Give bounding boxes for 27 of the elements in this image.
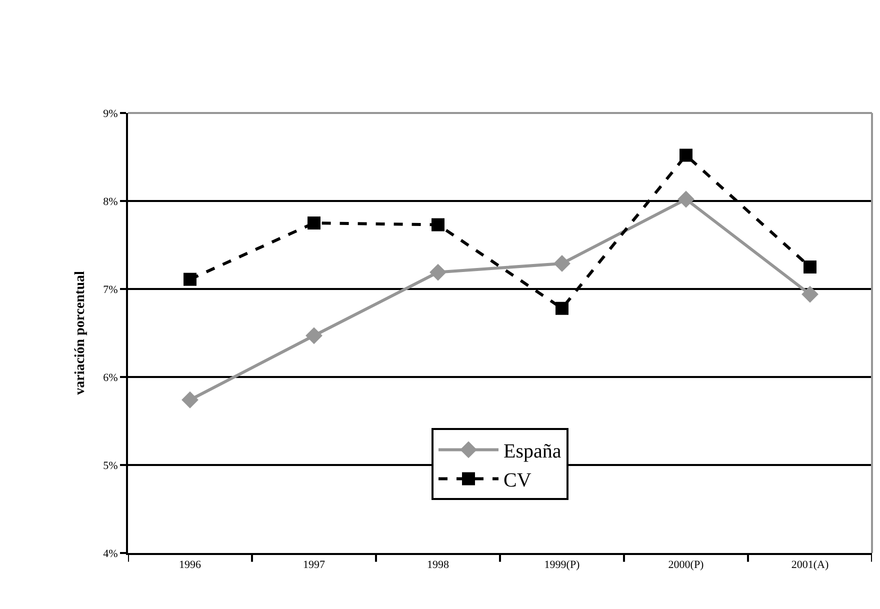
- point: [556, 302, 568, 315]
- y-tick-label: 4%: [103, 548, 118, 560]
- y-tick-label: 9%: [103, 108, 118, 120]
- y-tick-label: 8%: [103, 196, 118, 208]
- legend-label: CV: [504, 470, 532, 492]
- point: [306, 327, 322, 344]
- x-tick-label: 1996: [179, 559, 202, 572]
- point: [182, 391, 198, 408]
- point: [804, 260, 816, 274]
- point: [430, 264, 446, 281]
- point: [554, 255, 570, 272]
- point: [432, 218, 444, 232]
- x-tick-label: 1997: [303, 559, 326, 572]
- y-tick-label: 7%: [103, 284, 118, 296]
- legend-label: España: [504, 440, 562, 462]
- y-tick-label: 6%: [103, 372, 118, 384]
- y-tick-label: 5%: [103, 460, 118, 472]
- x-tick-label: 2001(A): [791, 559, 829, 572]
- x-tick-label: 1998: [427, 559, 450, 572]
- point: [308, 216, 320, 230]
- x-tick-label: 2000(P): [668, 559, 704, 572]
- point: [184, 272, 196, 286]
- y-axis-title: variación porcentual: [73, 270, 88, 395]
- point: [680, 148, 692, 162]
- x-tick-label: 1999(P): [544, 559, 580, 572]
- point: [802, 286, 818, 303]
- point: [678, 190, 694, 208]
